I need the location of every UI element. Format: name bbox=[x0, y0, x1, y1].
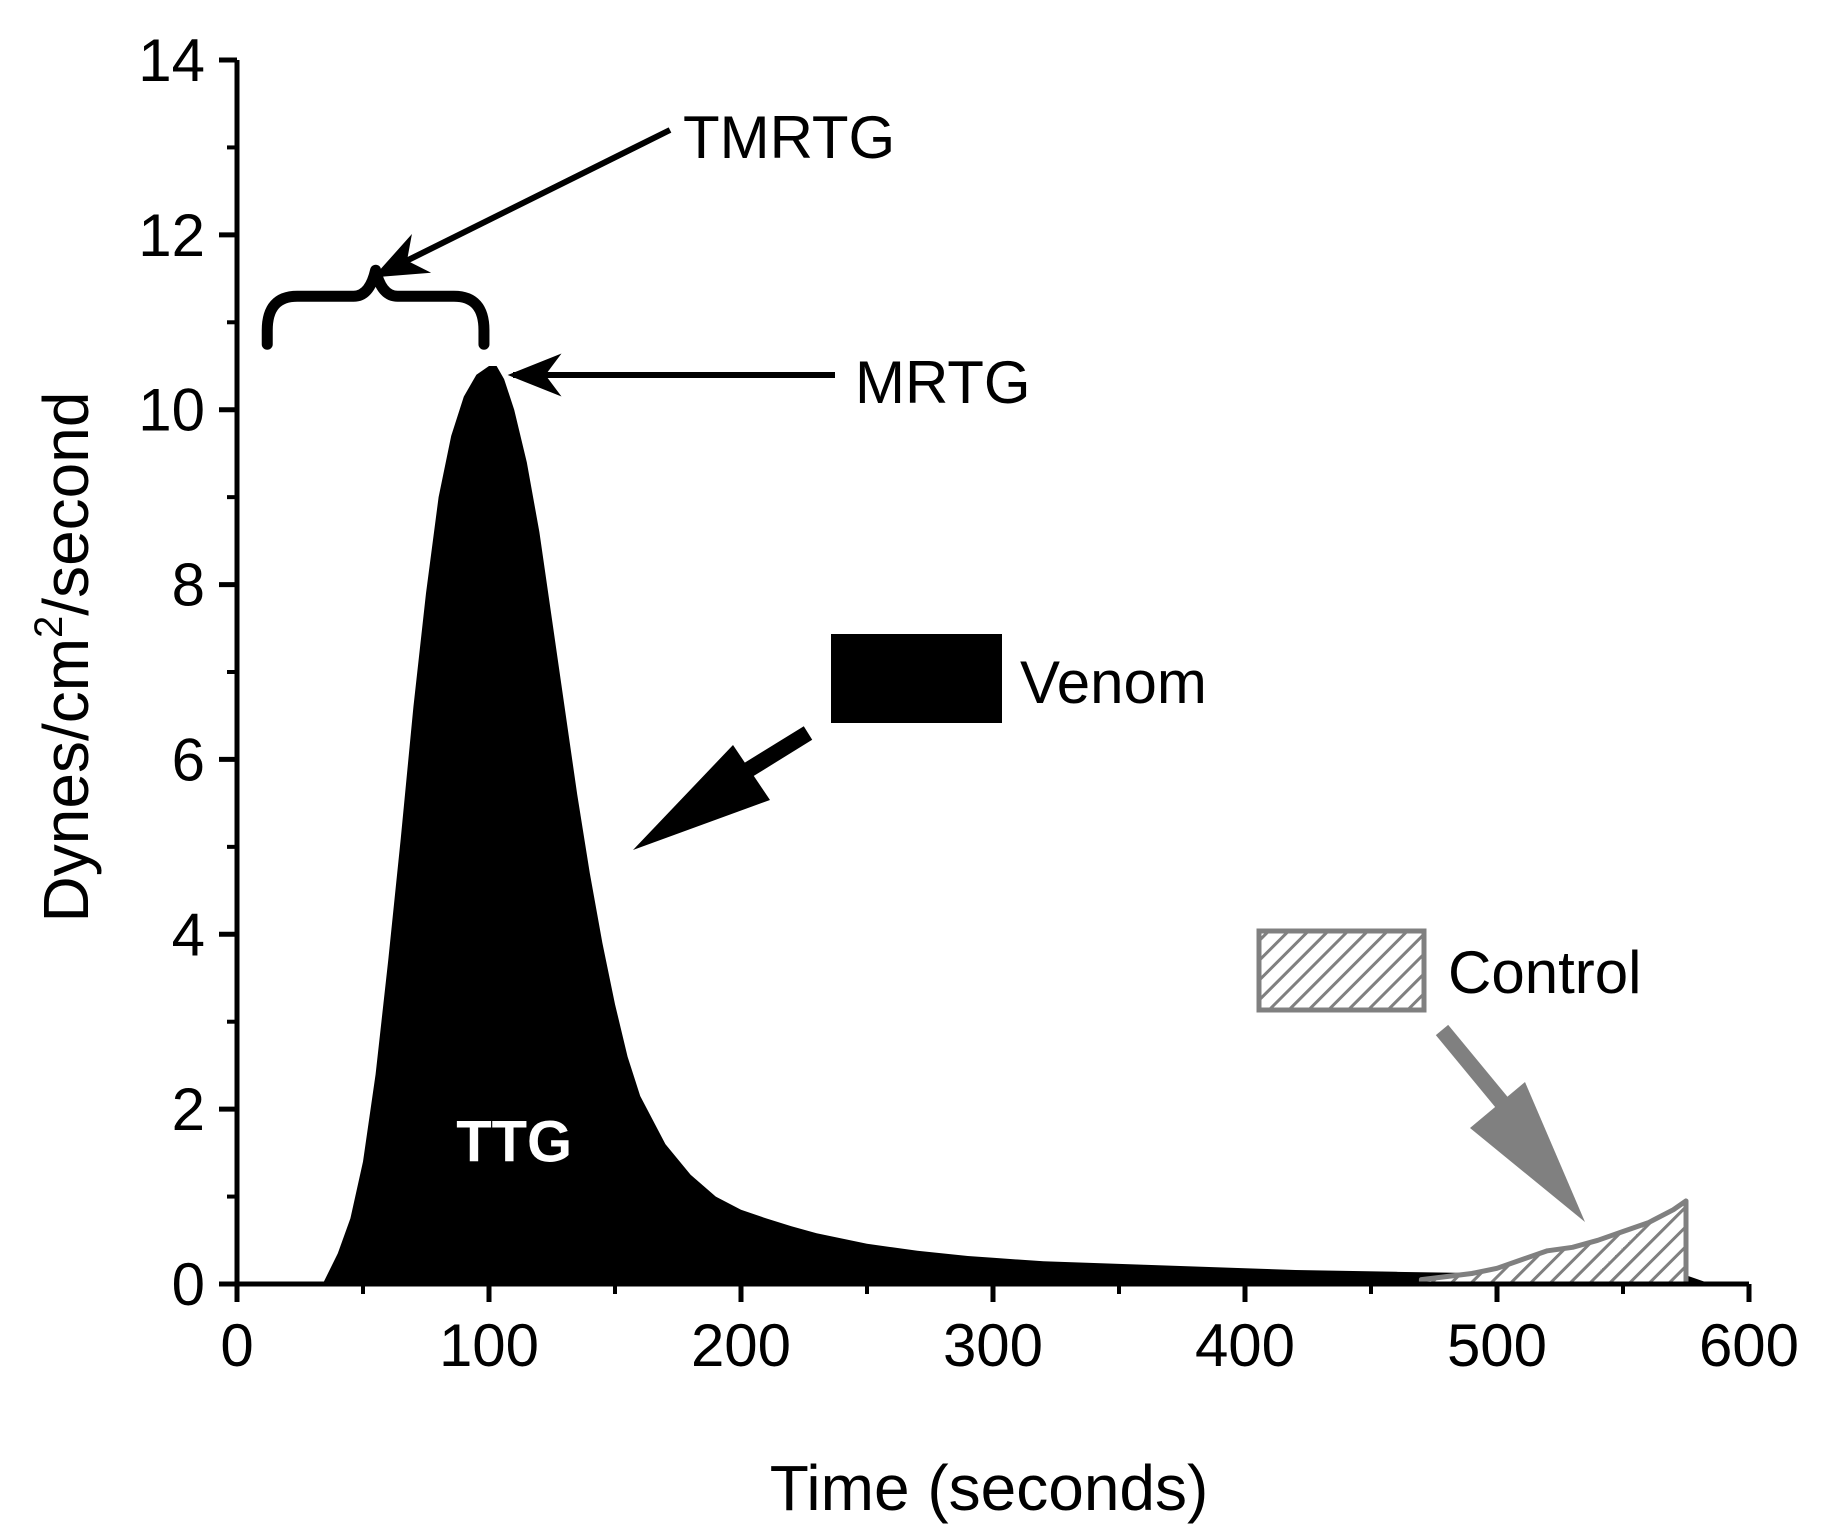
control-legend-label: Control bbox=[1448, 939, 1641, 1006]
x-tick-label: 300 bbox=[943, 1312, 1043, 1379]
x-tick-label: 600 bbox=[1699, 1312, 1799, 1379]
venom-legend-arrow-shaft bbox=[735, 726, 813, 782]
y-tick-label: 14 bbox=[138, 27, 205, 94]
control-legend-arrow-shaft bbox=[1435, 1024, 1515, 1116]
y-ticks: 0 2 4 6 8 10 12 14 bbox=[138, 27, 237, 1318]
y-tick-label: 10 bbox=[138, 377, 205, 444]
tmrtg-arrow bbox=[373, 127, 672, 278]
y-tick-label: 6 bbox=[172, 726, 205, 793]
x-tick-label: 0 bbox=[220, 1312, 253, 1379]
venom-legend-arrowhead bbox=[633, 745, 770, 850]
x-ticks: 0 100 200 300 400 500 600 bbox=[220, 1284, 1799, 1379]
x-tick-label: 100 bbox=[439, 1312, 539, 1379]
venom-legend-label: Venom bbox=[1020, 649, 1207, 716]
y-tick-label: 0 bbox=[172, 1251, 205, 1318]
x-tick-label: 200 bbox=[691, 1312, 791, 1379]
y-axis-label: Dynes/cm2/second bbox=[27, 392, 102, 923]
x-axis-label: Time (seconds) bbox=[770, 1452, 1209, 1524]
control-legend-arrowhead bbox=[1470, 1082, 1585, 1222]
y-tick-label: 2 bbox=[172, 1076, 205, 1143]
mrtg-label: MRTG bbox=[855, 349, 1031, 416]
venom-legend-swatch bbox=[831, 634, 1002, 723]
tmrtg-label: TMRTG bbox=[683, 104, 895, 171]
y-tick-label: 12 bbox=[138, 202, 205, 269]
y-tick-label: 8 bbox=[172, 552, 205, 619]
control-area bbox=[1418, 1198, 1689, 1287]
x-tick-label: 400 bbox=[1195, 1312, 1295, 1379]
y-tick-label: 4 bbox=[172, 901, 205, 968]
venom-area bbox=[322, 366, 1712, 1284]
control-legend-swatch bbox=[1256, 928, 1427, 1013]
x-tick-label: 500 bbox=[1447, 1312, 1547, 1379]
ttg-label: TTG bbox=[456, 1110, 572, 1175]
tmrtg-brace bbox=[261, 264, 490, 350]
